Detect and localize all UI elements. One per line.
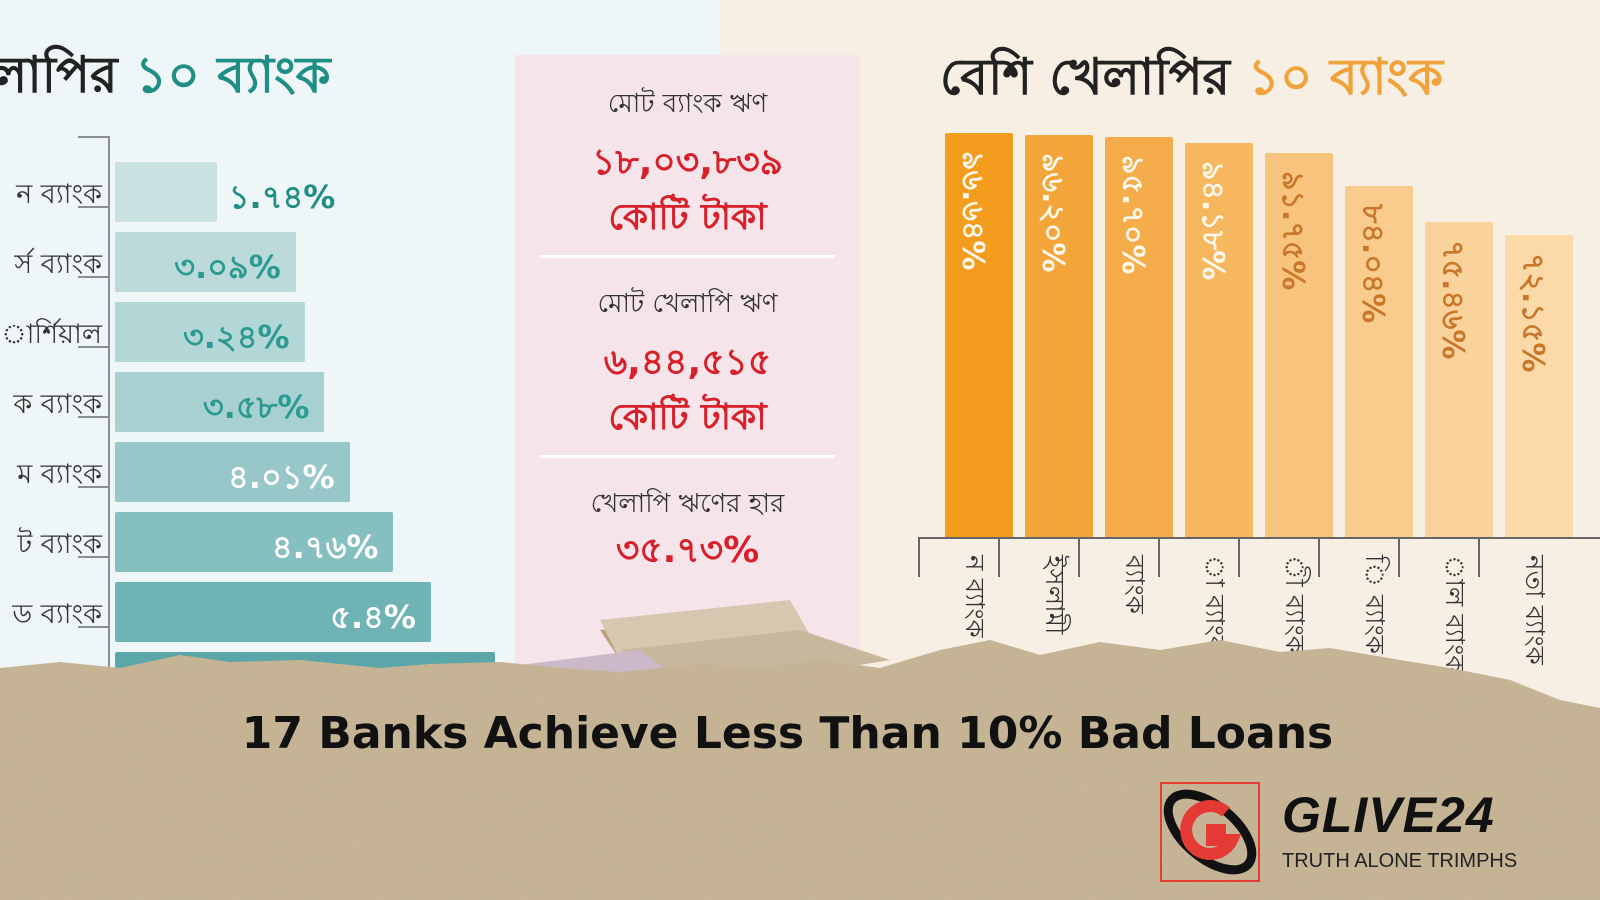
left-bar-value: ৪.৭৬% (271, 528, 379, 566)
right-bar (1505, 235, 1573, 537)
right-axis-tick (1318, 537, 1320, 577)
right-bar (945, 133, 1013, 537)
glive24-logo[interactable]: GLIVE24 TRUTH ALONE TRIMPHS (1160, 782, 1580, 886)
headline: 17 Banks Achieve Less Than 10% Bad Loans (241, 708, 1334, 759)
right-bar (1345, 185, 1413, 537)
left-bar-value: ৪.০১% (228, 458, 335, 496)
default-loan-unit: কোটি টাকা (608, 397, 767, 438)
left-bar (115, 582, 431, 642)
left-bar (115, 232, 296, 292)
logo-frame (1160, 782, 1260, 882)
panel-divider (540, 255, 835, 258)
left-category-label: ন ব্যাংক (16, 179, 102, 210)
left-axis-tick (78, 206, 110, 208)
left-category-label: ক ব্যাংক (13, 389, 102, 420)
rate-value: ৩৫.৭৩% (615, 530, 760, 571)
total-loan-value: ১৮,০৩,৮৩৯ (591, 142, 783, 183)
left-axis-tick (78, 136, 110, 138)
left-bar (115, 302, 305, 362)
left-category-label: ড ব্যাংক (12, 599, 102, 630)
right-axis-tick (1078, 537, 1080, 577)
left-bar-value: ৩.২৪% (182, 318, 290, 356)
left-bar (115, 442, 350, 502)
right-axis-tick (1238, 537, 1240, 577)
left-axis-tick (78, 556, 110, 558)
total-loan-label: মোট ব্যাংক ঋণ (607, 89, 768, 119)
right-axis-tick (1478, 537, 1480, 577)
right-axis-tick (1158, 537, 1160, 577)
right-bar (1105, 136, 1173, 537)
left-axis-tick (78, 486, 110, 488)
left-category-label: র্স ব্যাংক (14, 249, 102, 280)
left-bar (115, 372, 325, 432)
left-axis-tick (78, 626, 110, 628)
left-axis-tick (78, 276, 110, 278)
right-chart-title: বেশি খেলাপির ১০ ব্যাংক (940, 48, 1444, 106)
left-bar-value: ৩.৫৮% (202, 388, 310, 426)
left-category-label: ার্শিয়াল (1, 319, 102, 350)
right-axis-tick (918, 537, 920, 577)
left-chart-axis (108, 138, 110, 678)
right-bar (1265, 153, 1333, 537)
left-axis-tick (78, 416, 110, 418)
logo-g-icon (1163, 789, 1257, 875)
default-loan-label: মোট খেলাপি ঋণ (597, 289, 778, 319)
right-bar (1185, 143, 1253, 537)
right-bar (1425, 221, 1493, 537)
left-bar-value: ৩.০৯% (174, 248, 281, 286)
total-loan-unit: কোটি টাকা (608, 197, 767, 238)
rate-label: খেলাপি ঋণের হার (590, 489, 785, 519)
left-bar (115, 512, 394, 572)
left-bar (115, 162, 217, 222)
left-category-label: ম ব্যাংক (17, 459, 102, 490)
left-bar-value: ৫.৪% (330, 598, 416, 636)
right-chart-axis (918, 537, 1600, 539)
left-bar-value: ১.৭৪% (228, 178, 336, 216)
logo-tagline: TRUTH ALONE TRIMPHS (1282, 850, 1518, 872)
right-axis-tick (998, 537, 1000, 577)
left-category-label: ট ব্যাংক (17, 529, 103, 560)
right-axis-tick (1398, 537, 1400, 577)
default-loan-value: ৬,৪৪,৫১৫ (603, 342, 772, 383)
right-bar (1025, 134, 1093, 537)
logo-name: GLIVE24 (1282, 787, 1495, 843)
left-axis-tick (78, 346, 110, 348)
summary-panel: মোট ব্যাংক ঋণ ১৮,০৩,৮৩৯ কোটি টাকা মোট খে… (515, 55, 860, 695)
panel-divider (540, 455, 835, 458)
left-chart-title: লাপির ১০ ব্যাংক (0, 46, 331, 104)
